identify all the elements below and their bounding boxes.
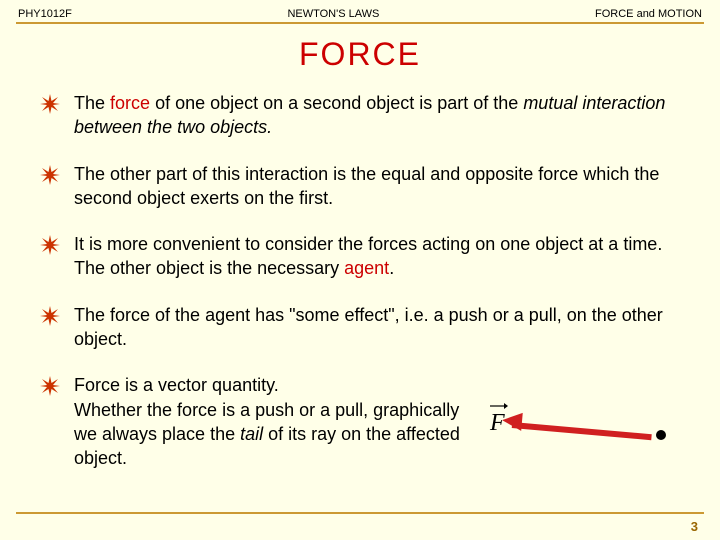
bullet-item: The force of one object on a second obje…: [40, 91, 692, 140]
burst-icon: [40, 376, 60, 396]
header-left: PHY1012F: [18, 8, 72, 20]
bullet-text: The other part of this interaction is th…: [74, 162, 692, 211]
arrow-shaft: [512, 422, 652, 440]
vector-hat-icon: [488, 400, 508, 410]
bullet-text: It is more convenient to consider the fo…: [74, 232, 692, 281]
burst-icon: [40, 165, 60, 185]
bullet-text: The force of one object on a second obje…: [74, 91, 692, 140]
bullet-item: The force of the agent has "some effect"…: [40, 303, 692, 352]
burst-icon: [40, 306, 60, 326]
burst-icon: [40, 235, 60, 255]
force-vector-diagram: F: [488, 402, 678, 450]
header-center: NEWTON'S LAWS: [287, 8, 379, 20]
bullet-item: It is more convenient to consider the fo…: [40, 232, 692, 281]
object-dot-icon: [656, 430, 666, 440]
page-number: 3: [691, 519, 698, 534]
header-divider: [16, 22, 704, 24]
bullet-text: The force of the agent has "some effect"…: [74, 303, 692, 352]
bullet-item: The other part of this interaction is th…: [40, 162, 692, 211]
footer-divider: [16, 512, 704, 514]
slide-header: PHY1012F NEWTON'S LAWS FORCE and MOTION: [0, 0, 720, 22]
slide-title: FORCE: [0, 36, 720, 73]
burst-icon: [40, 94, 60, 114]
header-right: FORCE and MOTION: [595, 8, 702, 20]
